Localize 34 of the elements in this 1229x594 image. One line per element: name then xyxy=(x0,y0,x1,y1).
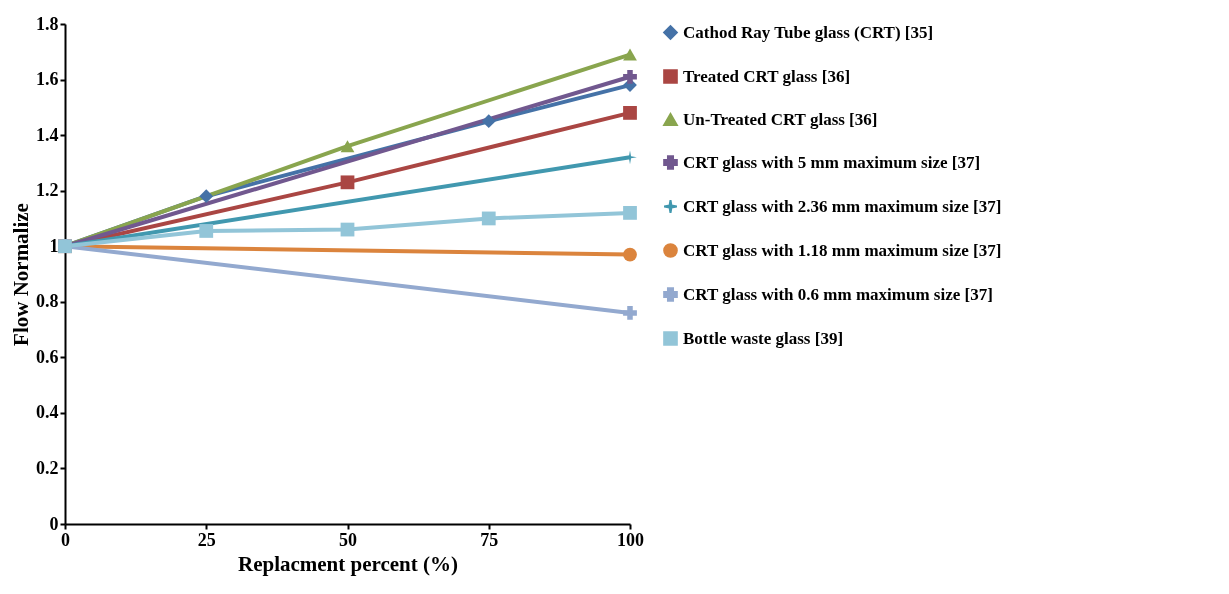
x-tick-label: 50 xyxy=(339,529,357,550)
point xyxy=(481,114,496,129)
point xyxy=(623,306,637,320)
y-tick-label: 0.2 xyxy=(36,457,59,478)
y-tick-label: 1.8 xyxy=(36,13,59,34)
legend-label: CRT glass with 2.36 mm maximum size [37] xyxy=(683,196,1002,216)
x-tick-label: 75 xyxy=(480,529,499,550)
y-tick-label: 0.4 xyxy=(36,402,59,423)
y-tick-label: 0.8 xyxy=(36,291,59,312)
point xyxy=(340,175,355,190)
point xyxy=(623,247,637,262)
legend-label: Cathod Ray Tube glass (CRT) [35] xyxy=(683,22,934,42)
point xyxy=(481,211,496,226)
y-tick-label: 1.4 xyxy=(36,124,59,145)
y-tick-label: 0.6 xyxy=(36,346,59,367)
legend-label: Un-Treated CRT glass [36] xyxy=(683,109,878,129)
x-tick-label: 25 xyxy=(197,529,216,550)
point xyxy=(199,189,214,204)
legend-label: Treated CRT glass [36] xyxy=(683,66,851,86)
x-axis-title: Replacment percent (%) xyxy=(237,551,459,576)
point xyxy=(623,206,637,220)
y-tick-label: 1.2 xyxy=(36,180,59,201)
legend-label: CRT glass with 5 mm maximum size [37] xyxy=(683,152,981,172)
point xyxy=(623,69,637,84)
y-axis-title: Flow Normalize xyxy=(9,203,33,346)
y-tick-label: 1 xyxy=(49,235,59,256)
y-tick-label: 0 xyxy=(49,513,59,534)
y-tick-label: 1.6 xyxy=(36,69,59,90)
legend-label: CRT glass with 0.6 mm maximum size [37] xyxy=(683,284,993,304)
x-tick-label: 100 xyxy=(617,529,644,550)
legend-label: CRT glass with 1.18 mm maximum size [37] xyxy=(683,240,1002,260)
legend-label: Bottle waste glass [39] xyxy=(683,328,844,348)
point xyxy=(199,224,214,238)
point xyxy=(623,106,637,120)
